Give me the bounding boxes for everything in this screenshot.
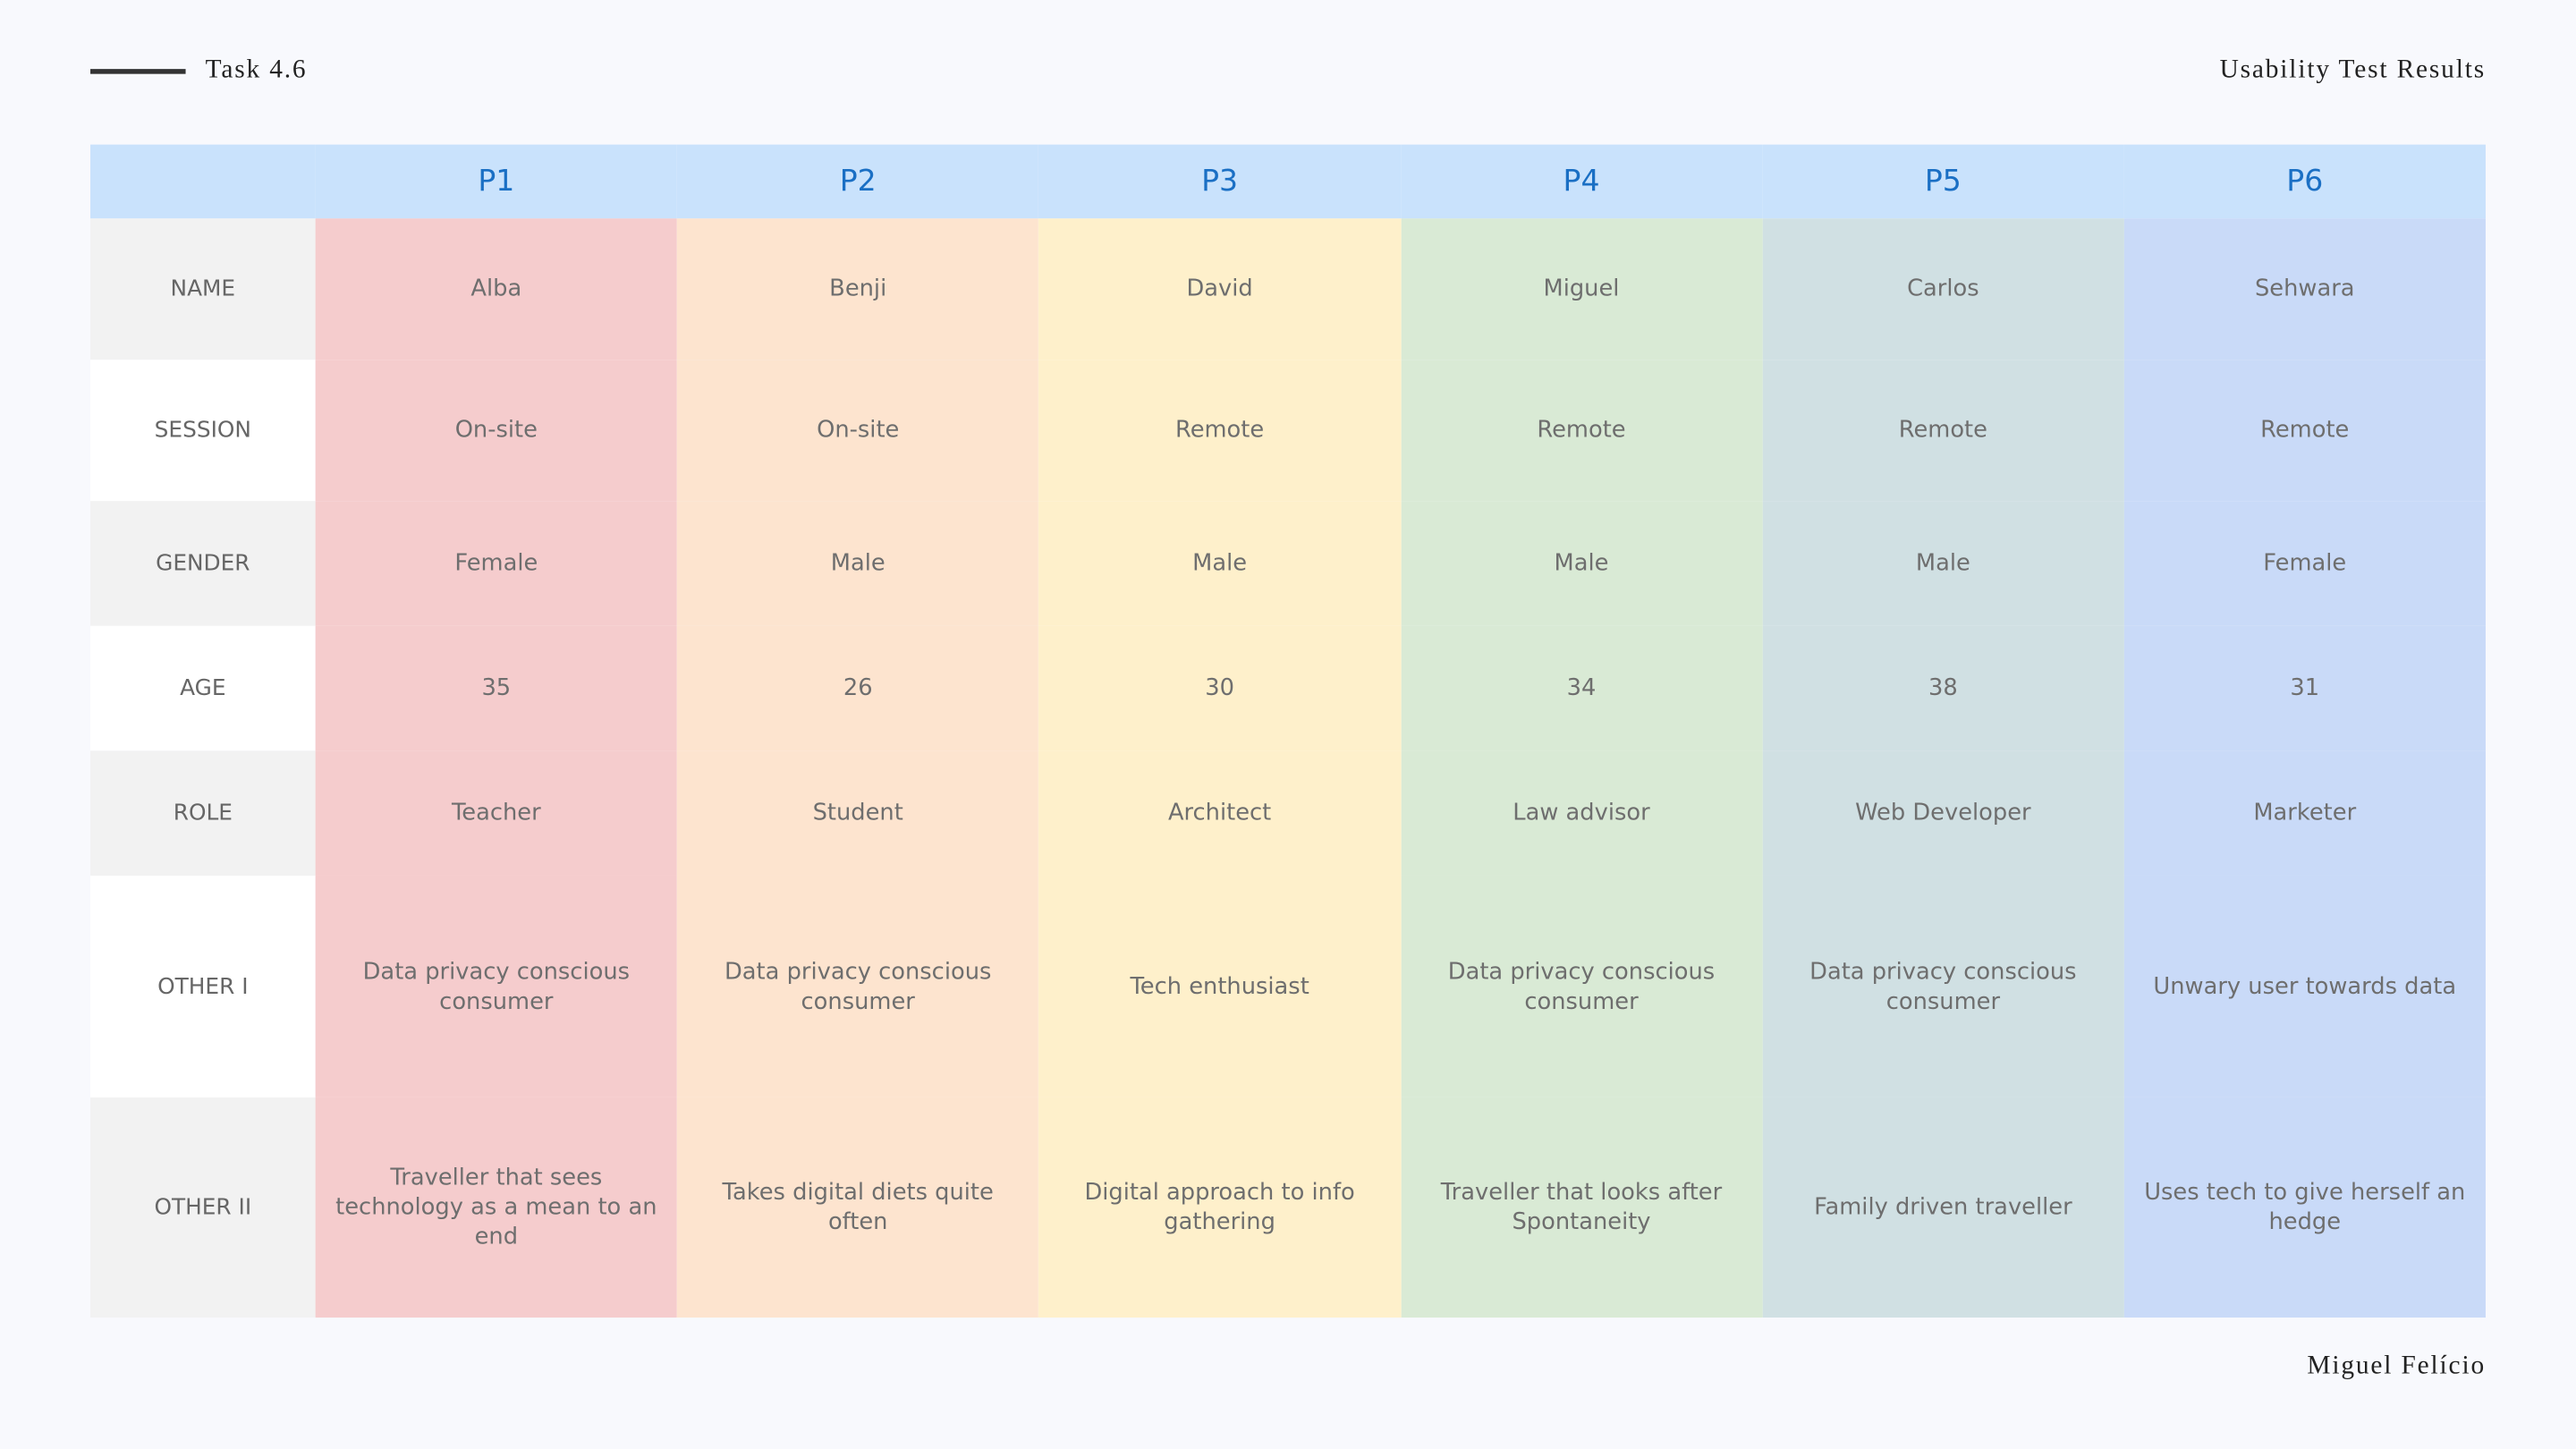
table-cell: Remote	[1038, 360, 1401, 502]
table-cell: Female	[315, 501, 678, 626]
table-cell: Remote	[1400, 360, 1763, 502]
table-cell: Data privacy conscious consumer	[1400, 875, 1763, 1097]
table-cell: Law advisor	[1400, 750, 1763, 876]
table-cell: On-site	[677, 360, 1039, 502]
row-label: OTHER I	[90, 875, 316, 1097]
table-cell: Male	[1400, 501, 1763, 626]
column-header: P4	[1400, 144, 1763, 219]
table-cell: Traveller that looks after Spontaneity	[1400, 1097, 1763, 1318]
table-cell: 30	[1038, 625, 1401, 751]
table-cell: Male	[677, 501, 1039, 626]
task-label: Task 4.6	[205, 55, 308, 84]
table-cell: Teacher	[315, 750, 678, 876]
column-header: P6	[2123, 144, 2486, 219]
row-label: NAME	[90, 218, 316, 360]
row-label: SESSION	[90, 360, 316, 502]
table-cell: Remote	[2123, 360, 2486, 502]
table-cell: Alba	[315, 218, 678, 360]
table-cell: Data privacy conscious consumer	[315, 875, 678, 1097]
table-cell: Benji	[677, 218, 1039, 360]
table-cell: 31	[2123, 625, 2486, 751]
table-cell: Male	[1762, 501, 2124, 626]
column-header: P5	[1762, 144, 2124, 219]
table-cell: On-site	[315, 360, 678, 502]
table-cell: Uses tech to give herself an hedge	[2123, 1097, 2486, 1318]
row-label: ROLE	[90, 750, 316, 876]
table-cell: Male	[1038, 501, 1401, 626]
column-header: P3	[1038, 144, 1401, 219]
table-cell: Miguel	[1400, 218, 1763, 360]
row-label: AGE	[90, 625, 316, 751]
header-corner	[90, 144, 316, 219]
table-cell: Data privacy conscious consumer	[677, 875, 1039, 1097]
table-cell: 34	[1400, 625, 1763, 751]
table-cell: Architect	[1038, 750, 1401, 876]
table-cell: Data privacy conscious consumer	[1762, 875, 2124, 1097]
table-cell: Female	[2123, 501, 2486, 626]
table-cell: Traveller that sees technology as a mean…	[315, 1097, 678, 1318]
table-cell: Marketer	[2123, 750, 2486, 876]
table-cell: 35	[315, 625, 678, 751]
column-header: P1	[315, 144, 678, 219]
author: Miguel Felício	[2307, 1352, 2486, 1380]
table-cell: Sehwara	[2123, 218, 2486, 360]
table-cell: Remote	[1762, 360, 2124, 502]
table-cell: David	[1038, 218, 1401, 360]
table-cell: Takes digital diets quite often	[677, 1097, 1039, 1318]
table-cell: Student	[677, 750, 1039, 876]
table-cell: Unwary user towards data	[2123, 875, 2486, 1097]
row-label: GENDER	[90, 501, 316, 626]
results-table: P1 P2 P3 P4 P5 P6 NAME Alba Benji David Miguel Carl…	[90, 144, 2486, 1318]
table-cell: Web Developer	[1762, 750, 2124, 876]
table-cell: Family driven traveller	[1762, 1097, 2124, 1318]
page-title: Usability Test Results	[2219, 55, 2486, 84]
table-cell: 26	[677, 625, 1039, 751]
table-cell: Tech enthusiast	[1038, 875, 1401, 1097]
table-cell: Digital approach to info gathering	[1038, 1097, 1401, 1318]
row-label: OTHER II	[90, 1097, 316, 1318]
column-header: P2	[677, 144, 1039, 219]
header-rule	[90, 69, 186, 74]
table-cell: Carlos	[1762, 218, 2124, 360]
table-cell: 38	[1762, 625, 2124, 751]
